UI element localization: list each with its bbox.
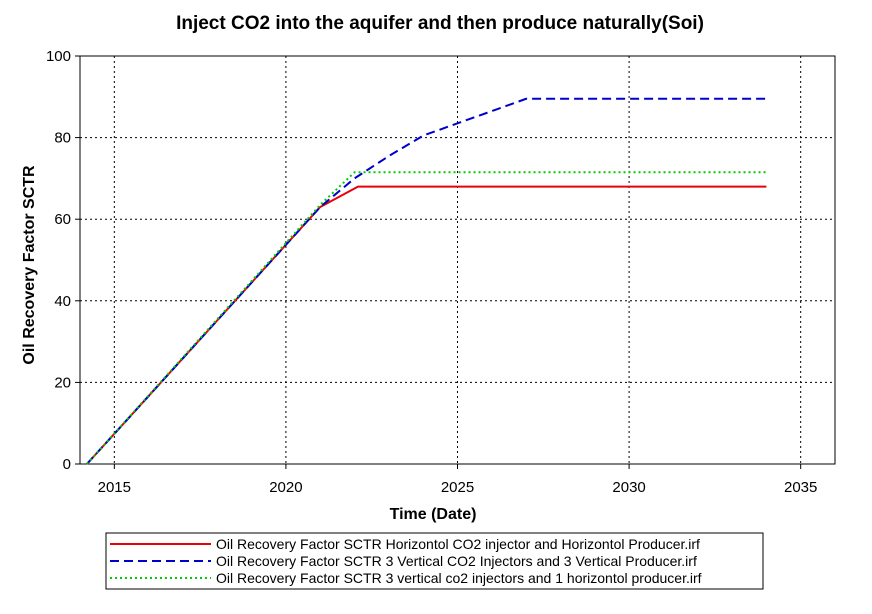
x-axis-label: Time (Date) — [390, 506, 477, 523]
y-tick-label: 20 — [54, 374, 71, 391]
tick-layer: 2015 2020 2025 2030 2035 0 20 40 60 80 100 — [46, 48, 817, 496]
x-tick-label: 2020 — [269, 479, 302, 496]
series-line-2 — [86, 97, 767, 465]
legend-box — [105, 532, 764, 590]
y-tick-label: 80 — [54, 130, 71, 147]
legend-label-1: Oil Recovery Factor SCTR Horizontol CO2 … — [216, 536, 700, 552]
y-axis-label: Oil Recovery Factor SCTR — [21, 165, 38, 365]
y-tick-label: 40 — [54, 293, 71, 310]
y-tick-label: 0 — [63, 456, 71, 473]
grid — [80, 55, 835, 465]
y-tick-label: 100 — [46, 48, 71, 65]
series-line-1 — [86, 185, 767, 465]
x-tick-label: 2015 — [98, 479, 131, 496]
series-layer — [86, 97, 767, 465]
x-tick-label: 2025 — [441, 479, 474, 496]
series-line-3 — [86, 171, 767, 465]
chart-title: Inject CO2 into the aquifer and then pro… — [176, 13, 704, 34]
legend-label-3: Oil Recovery Factor SCTR 3 vertical co2 … — [216, 570, 702, 586]
legend: Oil Recovery Factor SCTR Horizontol CO2 … — [105, 532, 764, 590]
y-tick-label: 60 — [54, 211, 71, 228]
x-tick-label: 2030 — [612, 479, 645, 496]
legend-label-2: Oil Recovery Factor SCTR 3 Vertical CO2 … — [216, 553, 697, 569]
x-tick-label: 2035 — [784, 479, 817, 496]
